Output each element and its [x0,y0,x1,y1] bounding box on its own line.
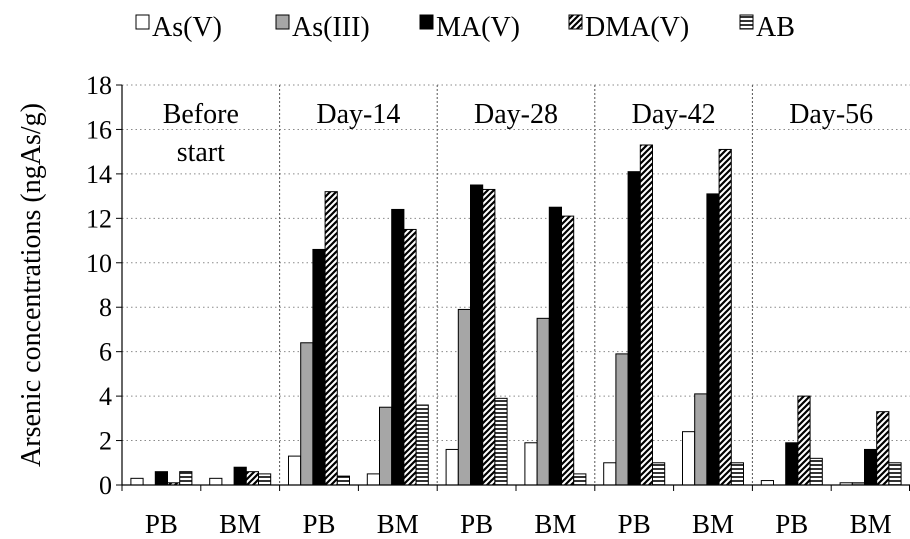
bar [154,471,169,486]
x-tick-label: BM [692,509,734,539]
bar [561,215,575,486]
bar [336,475,350,486]
period-label: start [177,137,225,168]
legend-label: AB [756,12,795,43]
y-tick-label: 10 [86,249,112,278]
y-tick-label: 16 [86,115,112,144]
y-tick-label: 4 [99,382,112,411]
x-tick-label: PB [302,509,335,539]
bar [627,171,641,486]
bar [482,188,496,486]
bar [415,404,429,486]
bar [730,462,744,486]
bar [233,466,247,486]
x-tick-label: PB [775,509,808,539]
legend-swatch [568,14,583,30]
bar [615,353,629,486]
bar [888,462,902,486]
bar [603,462,617,486]
legend-swatch [419,14,434,30]
bar [379,406,393,486]
bar [403,228,417,486]
bar [445,448,459,486]
y-tick-label: 18 [86,71,112,100]
legend-label: MA(V) [436,12,520,43]
y-tick-label: 8 [99,293,112,322]
x-tick-label: PB [460,509,493,539]
bar [652,462,666,486]
bar [639,144,653,486]
y-tick-label: 0 [99,471,112,500]
bar [864,448,878,486]
bar [785,442,799,486]
bar [573,473,587,486]
y-tick-label: 2 [99,427,112,456]
bar [524,442,538,486]
legend-label: As(V) [152,12,222,43]
bar [470,184,484,486]
legend-swatch [739,14,754,30]
legend-swatch [275,14,290,30]
x-tick-label: BM [377,509,419,539]
bar [876,411,890,486]
bar [179,471,193,486]
x-tick-label: BM [850,509,892,539]
period-label: Day-28 [474,99,558,130]
bar [300,342,314,486]
bar [312,248,326,486]
period-label: Day-42 [632,99,716,130]
y-axis-title: Arsenic concentrations (ngAs/g) [16,103,47,467]
bar [130,477,144,486]
bar [258,473,272,486]
bars [130,144,902,486]
bar [760,480,774,486]
bar [809,457,823,486]
bar [706,193,720,486]
legend: As(V) As(III) MA(V) DMA(V) AB [135,12,795,43]
period-label: Day-56 [789,99,873,130]
bar [548,206,562,486]
bar [457,308,471,486]
x-tick-label: PB [145,509,178,539]
bar [209,477,223,486]
legend-label: DMA(V) [585,12,689,43]
bar [682,431,696,486]
bar [391,208,405,486]
x-tick-label: BM [219,509,261,539]
axes [116,84,910,491]
bar [797,395,811,486]
legend-label: As(III) [292,12,370,43]
bar [366,473,380,486]
bar [245,471,260,486]
x-tick-label: BM [534,509,576,539]
bar [494,397,508,486]
bar [536,317,550,486]
y-tick-label: 6 [99,338,112,367]
x-tick-label: PB [618,509,651,539]
legend-swatch [135,14,150,30]
labels: 0 2 4 6 8 10 12 14 16 18 PB BM PB BM PB BM PB BM PB BM Befor… [16,71,892,539]
y-tick-label: 12 [86,204,112,233]
bar [718,148,732,486]
gridlines [122,84,910,485]
bar [288,455,302,486]
bar [324,191,338,486]
period-label: Day-14 [316,99,400,130]
bar [694,393,708,486]
y-tick-label: 14 [86,160,112,189]
period-label: Before [163,99,239,130]
